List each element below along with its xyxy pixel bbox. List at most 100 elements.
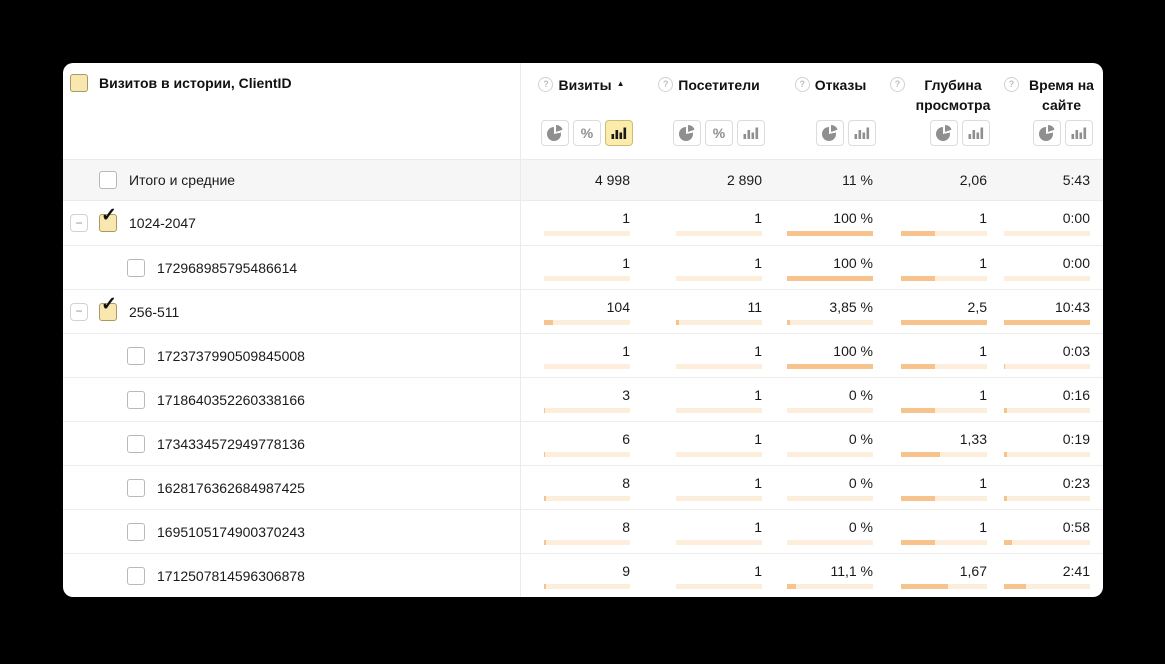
metric-value: 0 %	[848, 430, 873, 447]
metric-column-label[interactable]: Отказы	[814, 77, 867, 93]
row-checkbox[interactable]	[127, 478, 145, 497]
help-icon[interactable]: ?	[1004, 77, 1019, 92]
row-label[interactable]: 256-511	[129, 303, 180, 320]
metric-value: 1	[979, 210, 987, 226]
metric-cell-time: 0:00	[1000, 246, 1103, 289]
metric-cell-bounces: 100 %	[775, 246, 886, 289]
row-label[interactable]: 1718640352260338166	[157, 391, 305, 408]
metric-cell-depth: 1	[886, 334, 1000, 377]
metric-value: 100 %	[833, 342, 873, 359]
metric-value: 1	[754, 430, 762, 447]
help-icon[interactable]: ?	[538, 77, 554, 92]
metric-cell-visitors: 1	[643, 334, 775, 377]
row-checkbox[interactable]	[127, 258, 145, 277]
metric-value: 0 %	[848, 386, 873, 403]
bar-fill	[901, 275, 936, 281]
metric-bar	[544, 231, 630, 236]
metric-bar	[787, 363, 873, 369]
metric-value: 9	[622, 562, 630, 579]
pie-toggle-button[interactable]	[1033, 120, 1061, 146]
totals-checkbox[interactable]	[99, 171, 117, 189]
metric-bar	[901, 363, 987, 369]
metric-cell-visits: 104	[520, 290, 643, 333]
pie-toggle-button[interactable]	[816, 120, 844, 146]
metric-value: 1	[979, 342, 987, 359]
bar-fill	[787, 231, 873, 236]
metric-bar	[787, 451, 873, 457]
row-label[interactable]: 1695105174900370243	[157, 523, 305, 540]
row-label[interactable]: 1723737990509845008	[157, 347, 305, 364]
child-row: 1723737990509845008 1 1 100 % 1 0:03	[63, 333, 1103, 377]
bar-fill	[544, 583, 546, 589]
metric-bar	[901, 539, 987, 545]
metric-cell-depth: 1,67	[886, 554, 1000, 597]
metric-value: 1,33	[959, 430, 987, 447]
row-label[interactable]: 1712507814596306878	[157, 567, 305, 584]
bars-toggle-button[interactable]	[962, 120, 990, 146]
display-mode-toggles	[816, 120, 886, 146]
row-checkbox[interactable]	[127, 522, 145, 541]
metric-value: 100 %	[833, 254, 873, 271]
sort-ascending-icon[interactable]: ▲	[616, 79, 625, 88]
pie-chart-icon	[1039, 125, 1055, 141]
metric-column-header: ? Время на сайте	[1000, 75, 1103, 116]
metric-cell-bounces: 0 %	[775, 510, 886, 553]
bars-toggle-button[interactable]	[848, 120, 876, 146]
bars-toggle-button[interactable]	[737, 120, 765, 146]
metric-cell-bounces: 11,1 %	[775, 554, 886, 597]
row-label[interactable]: 1628176362684987425	[157, 479, 305, 496]
collapse-row-button[interactable]: −	[70, 214, 88, 232]
metric-value: 1	[622, 210, 630, 226]
metric-cell-bounces: 3,85 %	[775, 290, 886, 333]
bar-fill	[901, 583, 949, 589]
metric-column-label[interactable]: Посетители	[678, 77, 760, 93]
metric-cell-visits: 1	[520, 334, 643, 377]
row-checkbox[interactable]	[127, 566, 145, 585]
metric-column-header: ? Отказы	[791, 75, 871, 95]
collapse-row-button[interactable]: −	[70, 302, 88, 321]
metric-cell-depth: 1	[886, 466, 1000, 509]
help-icon[interactable]: ?	[890, 77, 905, 92]
bar-fill	[901, 319, 987, 325]
bar-fill	[544, 539, 546, 545]
metric-value: 1	[979, 518, 987, 535]
pie-toggle-button[interactable]	[930, 120, 958, 146]
child-row: 1695105174900370243 8 1 0 % 1 0:58	[63, 509, 1103, 553]
metric-cell-depth: 1	[886, 510, 1000, 553]
bars-toggle-button[interactable]	[1065, 120, 1093, 146]
row-checkbox[interactable]: ✓	[99, 295, 117, 321]
metric-value: 1	[754, 210, 762, 226]
row-checkbox[interactable]: ✓	[99, 206, 117, 232]
row-label[interactable]: 1734334572949778136	[157, 435, 305, 452]
help-icon[interactable]: ?	[794, 77, 810, 92]
help-icon[interactable]: ?	[658, 77, 674, 92]
metric-column-label[interactable]: Время на сайте	[1029, 77, 1094, 114]
child-row: 1734334572949778136 6 1 0 % 1,33 0:19	[63, 421, 1103, 465]
bar-fill	[901, 451, 940, 457]
percent-toggle-button[interactable]: %	[573, 120, 601, 146]
metric-bar	[676, 407, 762, 413]
metric-column-label[interactable]: Визиты	[558, 77, 612, 93]
row-label[interactable]: 1024-2047	[129, 215, 196, 231]
totals-value-visits: 4 998	[520, 160, 643, 200]
bar-fill	[1004, 583, 1026, 589]
pie-toggle-button[interactable]	[673, 120, 701, 146]
bar-fill	[1004, 319, 1090, 325]
metric-column-label[interactable]: Глубина просмотра	[915, 77, 991, 114]
bar-fill	[901, 495, 936, 501]
row-checkbox[interactable]	[127, 434, 145, 453]
bars-toggle-button[interactable]	[605, 120, 633, 146]
metric-cell-time: 0:03	[1000, 334, 1103, 377]
metric-column-header: ? Визиты ▲	[534, 75, 628, 95]
row-label[interactable]: 172968985795486614	[157, 259, 298, 276]
metric-value: 11	[747, 298, 762, 315]
percent-toggle-button[interactable]: %	[705, 120, 733, 146]
row-checkbox[interactable]	[127, 390, 145, 409]
metric-bar	[901, 451, 987, 457]
metric-cell-depth: 1	[886, 246, 1000, 289]
row-checkbox[interactable]	[127, 346, 145, 365]
pie-chart-icon	[679, 125, 695, 141]
select-all-checkbox[interactable]	[70, 74, 88, 92]
pie-toggle-button[interactable]	[541, 120, 569, 146]
metric-cell-depth: 2,5	[886, 290, 1000, 333]
